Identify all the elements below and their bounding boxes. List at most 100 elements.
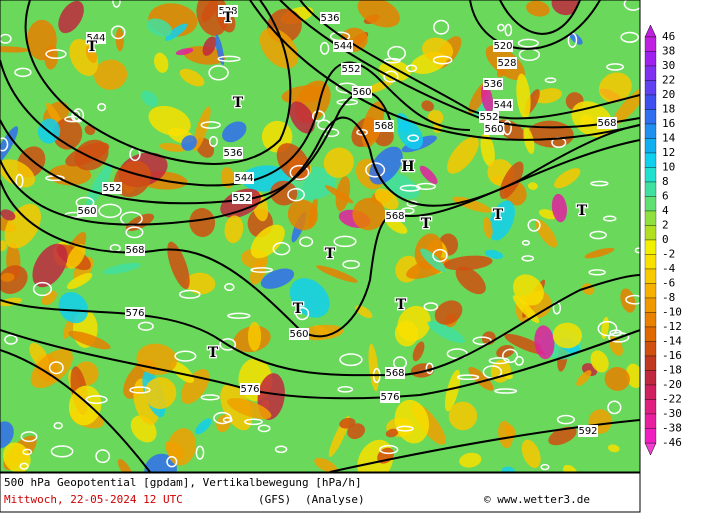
zero-contour	[295, 306, 310, 321]
motion-blob	[0, 209, 16, 221]
zero-contour	[606, 63, 625, 71]
motion-blob	[159, 143, 186, 152]
colorbar-label: 2	[662, 219, 669, 232]
motion-blob	[499, 161, 524, 199]
colorbar-swatch	[644, 370, 657, 386]
motion-blob	[584, 247, 615, 259]
zero-contour	[504, 23, 513, 37]
contour-label-bg	[479, 111, 499, 123]
colorbar-swatch	[644, 123, 657, 139]
zero-contour	[110, 25, 126, 40]
contour-label: 544	[493, 100, 512, 111]
footer-title: 500 hPa Geopotential [gpdam], Vertikalbe…	[4, 476, 362, 489]
zero-contour	[597, 320, 618, 337]
motion-blob	[535, 219, 558, 248]
motion-blob	[289, 101, 315, 134]
motion-blob	[620, 288, 636, 313]
zero-contour	[387, 45, 406, 61]
contour-label: 552	[479, 112, 498, 123]
motion-blob	[167, 428, 197, 466]
motion-blob	[434, 300, 463, 325]
zero-contour	[588, 269, 606, 276]
contour-label: 576	[240, 384, 259, 395]
colorbar-swatch	[644, 428, 657, 444]
motion-blob	[66, 272, 93, 290]
zero-contour	[195, 445, 205, 460]
zero-contour	[4, 334, 18, 345]
motion-blob	[455, 266, 486, 295]
zero-contour	[224, 282, 235, 292]
zero-contour	[603, 215, 617, 222]
pressure-system: T	[325, 246, 336, 262]
contour-label-bg	[493, 99, 513, 111]
motion-blob	[527, 182, 538, 190]
contour-label: 544	[333, 41, 352, 52]
contour-label-bg	[234, 172, 254, 184]
motion-blob	[0, 272, 15, 282]
contour-label: 568	[597, 118, 616, 129]
colorbar-swatch	[644, 283, 657, 299]
motion-blob	[607, 444, 620, 453]
motion-blob	[468, 367, 494, 391]
zero-contour	[137, 321, 154, 331]
motion-blob	[481, 84, 494, 113]
motion-blob	[58, 0, 84, 34]
zero-contour	[0, 137, 9, 152]
contour-label-bg	[289, 328, 309, 340]
colorbar-label: -46	[662, 436, 682, 449]
pressure-system: T	[223, 10, 234, 26]
contour-label-bg	[86, 32, 106, 44]
motion-blob	[299, 324, 344, 341]
colorbar-label: -6	[662, 277, 675, 290]
zero-contour	[497, 23, 505, 32]
motion-blob	[153, 52, 169, 73]
motion-blob	[175, 48, 194, 56]
motion-blob	[86, 163, 112, 207]
zero-contour	[608, 331, 630, 343]
motion-blob	[448, 401, 478, 431]
colorbar-label: -20	[662, 378, 682, 391]
zero-contour	[53, 422, 63, 430]
colorbar-swatch	[644, 152, 657, 168]
motion-blob	[534, 325, 555, 360]
motion-blob	[410, 363, 435, 378]
contour-label: 536	[483, 79, 502, 90]
zero-contour	[407, 134, 420, 142]
zero-contour	[112, 0, 121, 8]
motion-blob	[247, 321, 262, 351]
contour-label: 520	[493, 41, 512, 52]
zero-contour	[319, 41, 330, 55]
motion-blob	[551, 0, 579, 16]
zero-contour	[365, 162, 386, 178]
contour-label-bg	[385, 367, 405, 379]
contour-label: 552	[232, 193, 251, 204]
colorbar-swatch	[644, 109, 657, 125]
contour-label: 560	[77, 206, 96, 217]
zero-contour	[48, 361, 64, 375]
footer-box	[0, 472, 641, 513]
motion-blob	[488, 200, 515, 241]
contour-label-bg	[102, 182, 122, 194]
zero-contour	[339, 353, 363, 367]
footer-run: (Analyse)	[305, 493, 365, 506]
zero-contour	[244, 418, 263, 426]
contour-label: 552	[102, 183, 121, 194]
zero-contour	[405, 64, 418, 73]
colorbar-swatch	[644, 413, 657, 429]
colorbar-swatch	[644, 65, 657, 81]
zero-contour	[544, 77, 557, 84]
contour-label: 544	[86, 33, 105, 44]
zero-contour	[620, 31, 640, 43]
contour-label-bg	[341, 63, 361, 75]
motion-blob	[192, 106, 211, 152]
motion-blob	[386, 218, 408, 234]
colorbar-swatch	[644, 355, 657, 371]
colorbar-label: -38	[662, 422, 682, 435]
zero-contour	[494, 388, 518, 394]
motion-blob	[66, 243, 86, 269]
colorbar-swatch	[644, 312, 657, 328]
zero-contour	[72, 108, 85, 123]
zero-contour	[19, 462, 29, 470]
motion-blob	[516, 73, 531, 119]
motion-blob	[459, 452, 482, 468]
